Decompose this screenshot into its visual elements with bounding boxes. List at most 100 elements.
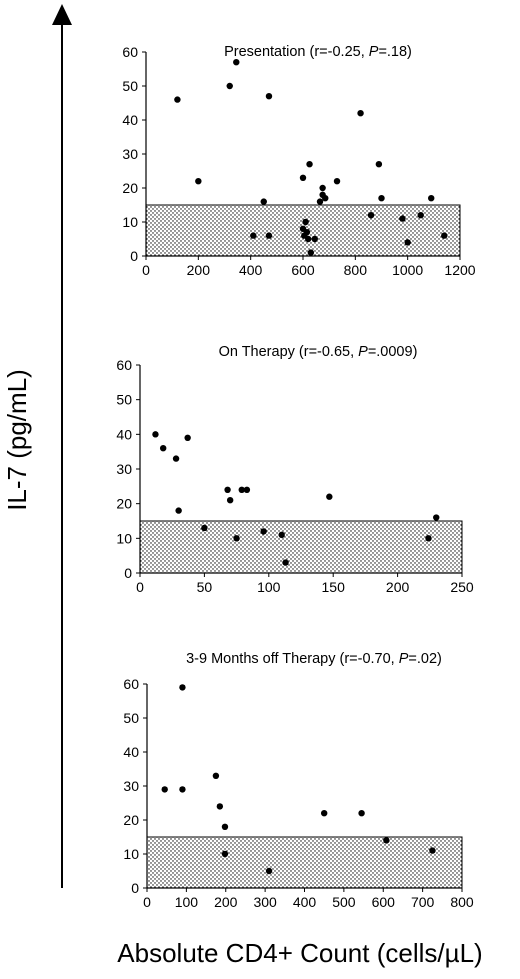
x-tick-label: 100 [175, 894, 199, 910]
y-tick-label: 0 [130, 248, 138, 264]
x-tick-label: 0 [143, 894, 151, 910]
data-point [233, 535, 240, 542]
data-point [306, 161, 313, 168]
data-point [159, 445, 167, 452]
data-point [224, 486, 231, 493]
data-point [311, 235, 318, 243]
panel-title: Presentation (r=-0.25, P=.18) [224, 44, 412, 60]
data-point [226, 497, 234, 504]
y-tick-label: 60 [123, 676, 139, 692]
data-point [299, 174, 307, 181]
data-point [265, 867, 273, 875]
x-tick-label: 1000 [392, 262, 423, 278]
data-point [441, 232, 448, 239]
y-tick-label: 50 [123, 710, 139, 726]
x-tick-label: 800 [450, 894, 474, 910]
x-tick-label: 600 [372, 894, 396, 910]
data-point [399, 215, 406, 222]
data-point [260, 528, 267, 535]
y-tick-label: 40 [123, 744, 139, 760]
y-tick-label: 20 [123, 812, 139, 828]
data-point [375, 161, 383, 168]
data-point [433, 514, 440, 521]
y-tick-label: 30 [123, 778, 139, 794]
panel-title: 3-9 Months off Therapy (r=-0.70, P=.02) [186, 651, 442, 667]
x-tick-label: 600 [291, 262, 315, 278]
y-tick-label: 10 [123, 846, 139, 862]
data-point [282, 559, 289, 566]
y-tick-label: 40 [116, 426, 132, 442]
data-point [322, 195, 329, 202]
data-point [238, 486, 245, 493]
data-point [175, 507, 182, 514]
data-point [260, 198, 267, 205]
data-point [250, 232, 257, 239]
x-tick-label: 150 [322, 579, 346, 595]
data-point [378, 195, 385, 202]
data-point [184, 434, 191, 441]
normal-range-band [139, 520, 463, 574]
y-tick-label: 0 [124, 565, 132, 581]
data-point [179, 684, 186, 691]
y-tick-label: 10 [116, 530, 132, 546]
normal-range-band [146, 836, 463, 889]
data-point [174, 96, 181, 103]
data-point [307, 249, 315, 256]
data-point [303, 229, 311, 236]
data-point [212, 772, 220, 779]
x-tick-label: 0 [136, 579, 144, 595]
y-tick-label: 50 [122, 78, 138, 94]
y-tick-label: 50 [116, 392, 132, 408]
x-tick-label: 50 [197, 579, 213, 595]
y-tick-label: 30 [122, 146, 138, 162]
y-tick-label: 20 [116, 496, 132, 512]
data-point [429, 847, 436, 854]
y-tick-label: 10 [122, 214, 138, 230]
data-point [320, 810, 328, 817]
data-point [265, 93, 273, 100]
x-tick-label: 800 [344, 262, 368, 278]
y-tick-label: 30 [116, 461, 132, 477]
data-point [326, 493, 333, 500]
data-point [221, 850, 229, 858]
data-point [319, 184, 326, 192]
data-point [152, 431, 159, 438]
data-point [367, 212, 375, 219]
data-point [302, 218, 309, 226]
y-tick-label: 0 [131, 880, 139, 896]
data-point [278, 531, 285, 539]
x-tick-label: 200 [386, 579, 410, 595]
x-tick-label: 400 [293, 894, 317, 910]
data-point [221, 823, 229, 830]
x-tick-label: 1200 [444, 262, 475, 278]
data-point [243, 486, 251, 493]
x-tick-label: 500 [332, 894, 356, 910]
y-tick-label: 60 [116, 357, 132, 373]
x-tick-label: 0 [142, 262, 150, 278]
data-point [383, 837, 390, 844]
data-point [358, 810, 365, 817]
panel-title: On Therapy (r=-0.65, P=.0009) [219, 344, 418, 360]
y-tick-label: 20 [122, 180, 138, 196]
x-tick-label: 200 [214, 894, 238, 910]
data-point [428, 195, 435, 202]
y-axis-label: IL-7 (pg/mL) [2, 369, 32, 511]
x-tick-label: 250 [450, 579, 474, 595]
x-tick-label: 300 [253, 894, 277, 910]
x-tick-label: 400 [239, 262, 263, 278]
x-tick-label: 100 [257, 579, 281, 595]
data-point [417, 212, 424, 219]
data-point [226, 82, 233, 90]
data-point [233, 59, 240, 66]
y-tick-label: 40 [122, 112, 138, 128]
arrowhead-icon [52, 4, 72, 25]
data-point [201, 524, 208, 532]
data-point [357, 110, 364, 117]
x-tick-label: 200 [187, 262, 211, 278]
data-point [216, 803, 224, 810]
data-point [425, 535, 432, 542]
